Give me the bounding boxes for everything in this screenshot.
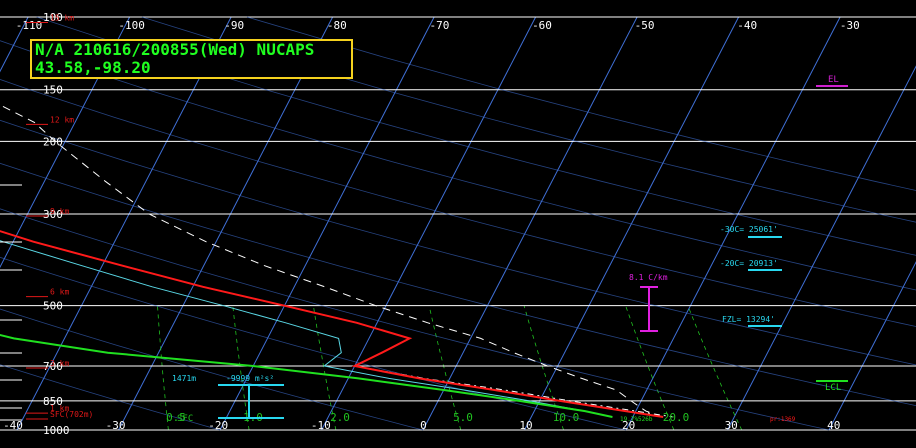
isotherm-line xyxy=(321,16,537,431)
isotherm-line xyxy=(0,16,131,269)
bottom-temperature-tick: 10 xyxy=(519,419,532,432)
dry-adiabat-line xyxy=(0,119,916,366)
mixing-ratio-label: 5.0 xyxy=(453,411,473,424)
mixing-ratio-lines xyxy=(157,305,743,431)
dry-adiabat-line xyxy=(0,256,627,431)
bottom-temperature-tick: -40 xyxy=(3,419,23,432)
surface-dewpoint-label: 19.7%526b xyxy=(620,416,653,423)
isotherm-lines xyxy=(0,16,916,431)
dry-adiabat-line xyxy=(0,40,916,291)
isotherm-line xyxy=(422,16,638,431)
freezing-level-height: FZL= 13294' xyxy=(722,315,775,324)
dry-adiabat-line xyxy=(141,16,916,223)
pressure-label: 700 xyxy=(43,360,63,373)
bottom-temperature-tick: 40 xyxy=(827,419,840,432)
temperature-trace xyxy=(0,230,664,418)
isotherm-line xyxy=(524,16,740,431)
mixing-ratio-line xyxy=(232,305,250,431)
top-temperature-tick: -40 xyxy=(737,19,757,32)
isobar-lines xyxy=(0,16,916,431)
dry-adiabat-line xyxy=(246,16,916,191)
mixing-ratio-line xyxy=(428,305,462,431)
left-tick-marks xyxy=(0,184,22,421)
top-temperature-ticks: -110 -100 -90 -80 -70 -60 -50 -40 -30 xyxy=(16,19,860,32)
height-label: 3 km xyxy=(50,359,69,368)
mixing-ratio-label: 20.0 xyxy=(663,411,690,424)
isotherm-line xyxy=(219,16,435,431)
height-label: 9 km xyxy=(50,207,69,216)
mixing-ratio-label: 2.0 xyxy=(330,411,350,424)
sounding-title-box: N/A 210616/200855(Wed) NUCAPS 43.58,-98.… xyxy=(30,39,353,79)
top-temperature-tick: -50 xyxy=(635,19,655,32)
bottom-temperature-tick: -10 xyxy=(311,419,331,432)
dry-adiabat-line xyxy=(36,16,916,256)
mixing-ratio-label: 0.5 xyxy=(166,411,186,424)
top-temperature-tick: -60 xyxy=(532,19,552,32)
isotherm-line xyxy=(727,65,916,431)
bottom-temperature-tick: -30 xyxy=(106,419,126,432)
top-temperature-tick: -80 xyxy=(327,19,347,32)
bottom-temperature-tick: 20 xyxy=(622,419,635,432)
mixing-ratio-sfc-label: SFC xyxy=(177,414,193,424)
isotherm-line xyxy=(828,261,916,431)
helicity-label: -9999 m²s² xyxy=(226,374,274,383)
mixing-ratio-line xyxy=(625,305,675,431)
isotherm-line xyxy=(625,16,841,431)
pressure-label: 500 xyxy=(43,300,63,313)
dry-adiabat-line xyxy=(0,79,916,327)
dry-adiabat-line xyxy=(0,308,424,431)
minus20c-height: -20C= 20913' xyxy=(720,259,778,268)
dry-adiabat-line xyxy=(0,364,221,431)
height-label: 1 km xyxy=(50,404,69,413)
dry-adiabat-line xyxy=(0,208,830,431)
mixing-ratio-line xyxy=(523,305,564,431)
dewpoint-trace xyxy=(0,333,613,418)
el-label: EL xyxy=(828,75,839,85)
surface-pressure-label: pr:1369 xyxy=(770,416,796,423)
bottom-temperature-tick: 0 xyxy=(420,419,427,432)
lcl-label: LCL xyxy=(825,383,841,393)
bottom-temperature-tick: 30 xyxy=(725,419,738,432)
adiabat-lines xyxy=(0,16,916,431)
lapse-rate-label: 8.1 C/km xyxy=(629,273,668,282)
mixing-ratio-line xyxy=(157,305,169,431)
parcel-trace xyxy=(0,104,664,418)
top-temperature-tick: -110 xyxy=(16,19,43,32)
height-label: 15 km xyxy=(50,14,74,23)
sounding-traces xyxy=(0,104,674,418)
mixing-ratio-line xyxy=(313,305,337,431)
sounding-title: N/A 210616/200855(Wed) NUCAPS xyxy=(35,40,315,59)
isotherm-line xyxy=(16,16,232,431)
pressure-label: 850 xyxy=(43,395,63,408)
pressure-label: 300 xyxy=(43,208,63,221)
top-temperature-tick: -90 xyxy=(224,19,244,32)
minus30c-height: -30C= 25061' xyxy=(720,225,778,234)
mixing-ratio-label: 10.0 xyxy=(553,411,580,424)
pressure-label: 1000 xyxy=(43,424,70,437)
pressure-label: 150 xyxy=(43,84,63,97)
top-temperature-tick: -30 xyxy=(840,19,860,32)
top-temperature-tick: -100 xyxy=(118,19,145,32)
isotherm-line xyxy=(118,16,334,431)
virtual_temperature-trace xyxy=(0,230,674,418)
height-label: 6 km xyxy=(50,288,69,297)
pressure-label: 200 xyxy=(43,135,63,148)
dry-adiabat-line xyxy=(0,162,916,407)
top-temperature-tick: -70 xyxy=(429,19,449,32)
height-label: 12 km xyxy=(50,115,74,124)
height-label: SFC(702m) xyxy=(50,410,93,419)
bottom-temperature-ticks: -40 -30 -20 -10 0 10 20 30 40 xyxy=(3,419,840,432)
pressure-labels: 100 150 200 300 500 700 850 1000 xyxy=(43,11,70,437)
storm-height-label: 1471m xyxy=(172,374,196,383)
mixing-ratio-line xyxy=(687,305,743,431)
pressure-label: 100 xyxy=(43,11,63,24)
sounding-location: 43.58,-98.20 xyxy=(35,58,151,77)
bottom-temperature-tick: -20 xyxy=(208,419,228,432)
wetbulb-trace xyxy=(0,240,613,418)
